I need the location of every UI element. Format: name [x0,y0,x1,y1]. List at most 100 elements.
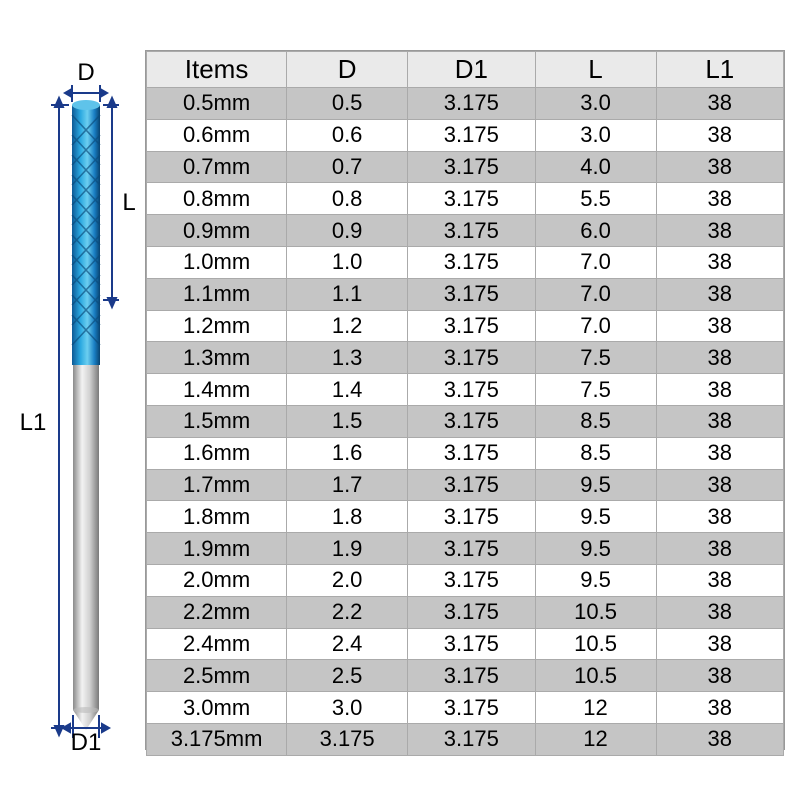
table-row: 1.2mm1.23.1757.038 [147,310,784,342]
table-cell: 4.0 [535,151,656,183]
table-cell: 0.9mm [147,215,287,247]
table-cell: 1.2 [287,310,408,342]
table-row: 3.0mm3.03.1751238 [147,692,784,724]
table-cell: 1.7 [287,469,408,501]
table-cell: 0.8mm [147,183,287,215]
table-cell: 0.5 [287,88,408,120]
table-cell: 38 [656,342,783,374]
table-cell: 38 [656,119,783,151]
table-row: 1.0mm1.03.1757.038 [147,246,784,278]
table-cell: 9.5 [535,501,656,533]
table-cell: 0.7 [287,151,408,183]
table-cell: 3.175 [408,183,535,215]
table-row: 1.7mm1.73.1759.538 [147,469,784,501]
table-cell: 7.0 [535,246,656,278]
table-row: 3.175mm3.1753.1751238 [147,723,784,755]
table-cell: 2.5mm [147,660,287,692]
table-cell: 3.175 [408,660,535,692]
table-cell: 8.5 [535,437,656,469]
table-row: 1.6mm1.63.1758.538 [147,437,784,469]
table-cell: 1.4mm [147,374,287,406]
table-cell: 3.175 [408,342,535,374]
table-cell: 0.6 [287,119,408,151]
table-cell: 2.4mm [147,628,287,660]
table-cell: 3.0 [535,88,656,120]
table-cell: 1.9mm [147,533,287,565]
table-cell: 38 [656,533,783,565]
table-cell: 3.175mm [147,723,287,755]
table-cell: 3.175 [408,151,535,183]
table-cell: 1.0 [287,246,408,278]
dim-label-d1: D1 [71,729,102,750]
table-cell: 38 [656,437,783,469]
table-cell: 3.175 [408,437,535,469]
table-cell: 38 [656,692,783,724]
table-row: 0.8mm0.83.1755.538 [147,183,784,215]
col-header-d1: D1 [408,52,535,88]
table-cell: 1.8 [287,501,408,533]
table-cell: 10.5 [535,628,656,660]
table-cell: 7.0 [535,310,656,342]
table-cell: 1.0mm [147,246,287,278]
table-cell: 3.175 [408,215,535,247]
table-cell: 10.5 [535,660,656,692]
table-cell: 38 [656,723,783,755]
table-row: 0.6mm0.63.1753.038 [147,119,784,151]
table-cell: 3.175 [408,119,535,151]
table-cell: 3.175 [408,374,535,406]
table-row: 1.1mm1.13.1757.038 [147,278,784,310]
table-cell: 38 [656,88,783,120]
table-cell: 1.7mm [147,469,287,501]
table-row: 1.3mm1.33.1757.538 [147,342,784,374]
table-cell: 3.175 [408,533,535,565]
table-cell: 3.175 [408,278,535,310]
table-cell: 1.5 [287,405,408,437]
table-cell: 38 [656,215,783,247]
table-cell: 9.5 [535,564,656,596]
spec-table-container: ItemsDD1LL1 0.5mm0.53.1753.0380.6mm0.63.… [145,50,785,750]
table-cell: 38 [656,660,783,692]
table-cell: 7.0 [535,278,656,310]
table-cell: 38 [656,405,783,437]
table-cell: 3.0 [535,119,656,151]
table-cell: 3.0mm [147,692,287,724]
table-cell: 0.6mm [147,119,287,151]
table-cell: 12 [535,692,656,724]
table-cell: 6.0 [535,215,656,247]
table-row: 1.4mm1.43.1757.538 [147,374,784,406]
table-row: 0.9mm0.93.1756.038 [147,215,784,247]
table-cell: 9.5 [535,533,656,565]
tool-diagram: D D1 L [15,50,145,750]
table-cell: 1.3mm [147,342,287,374]
table-cell: 1.8mm [147,501,287,533]
table-cell: 3.0 [287,692,408,724]
table-cell: 2.2mm [147,596,287,628]
endmill-icon: D D1 L [15,50,145,750]
table-cell: 1.6 [287,437,408,469]
table-row: 2.0mm2.03.1759.538 [147,564,784,596]
table-cell: 3.175 [408,501,535,533]
table-cell: 2.0mm [147,564,287,596]
table-cell: 3.175 [408,723,535,755]
table-cell: 1.1mm [147,278,287,310]
table-cell: 2.4 [287,628,408,660]
table-cell: 1.9 [287,533,408,565]
table-cell: 38 [656,564,783,596]
table-row: 0.5mm0.53.1753.038 [147,88,784,120]
table-cell: 1.2mm [147,310,287,342]
table-cell: 38 [656,374,783,406]
table-cell: 38 [656,501,783,533]
table-cell: 3.175 [287,723,408,755]
table-row: 1.9mm1.93.1759.538 [147,533,784,565]
table-row: 0.7mm0.73.1754.038 [147,151,784,183]
table-cell: 3.175 [408,310,535,342]
table-row: 2.4mm2.43.17510.538 [147,628,784,660]
table-cell: 3.175 [408,628,535,660]
spec-table: ItemsDD1LL1 0.5mm0.53.1753.0380.6mm0.63.… [146,51,784,756]
table-row: 1.8mm1.83.1759.538 [147,501,784,533]
table-cell: 38 [656,596,783,628]
table-cell: 7.5 [535,342,656,374]
table-cell: 1.1 [287,278,408,310]
table-cell: 3.175 [408,596,535,628]
table-cell: 1.6mm [147,437,287,469]
